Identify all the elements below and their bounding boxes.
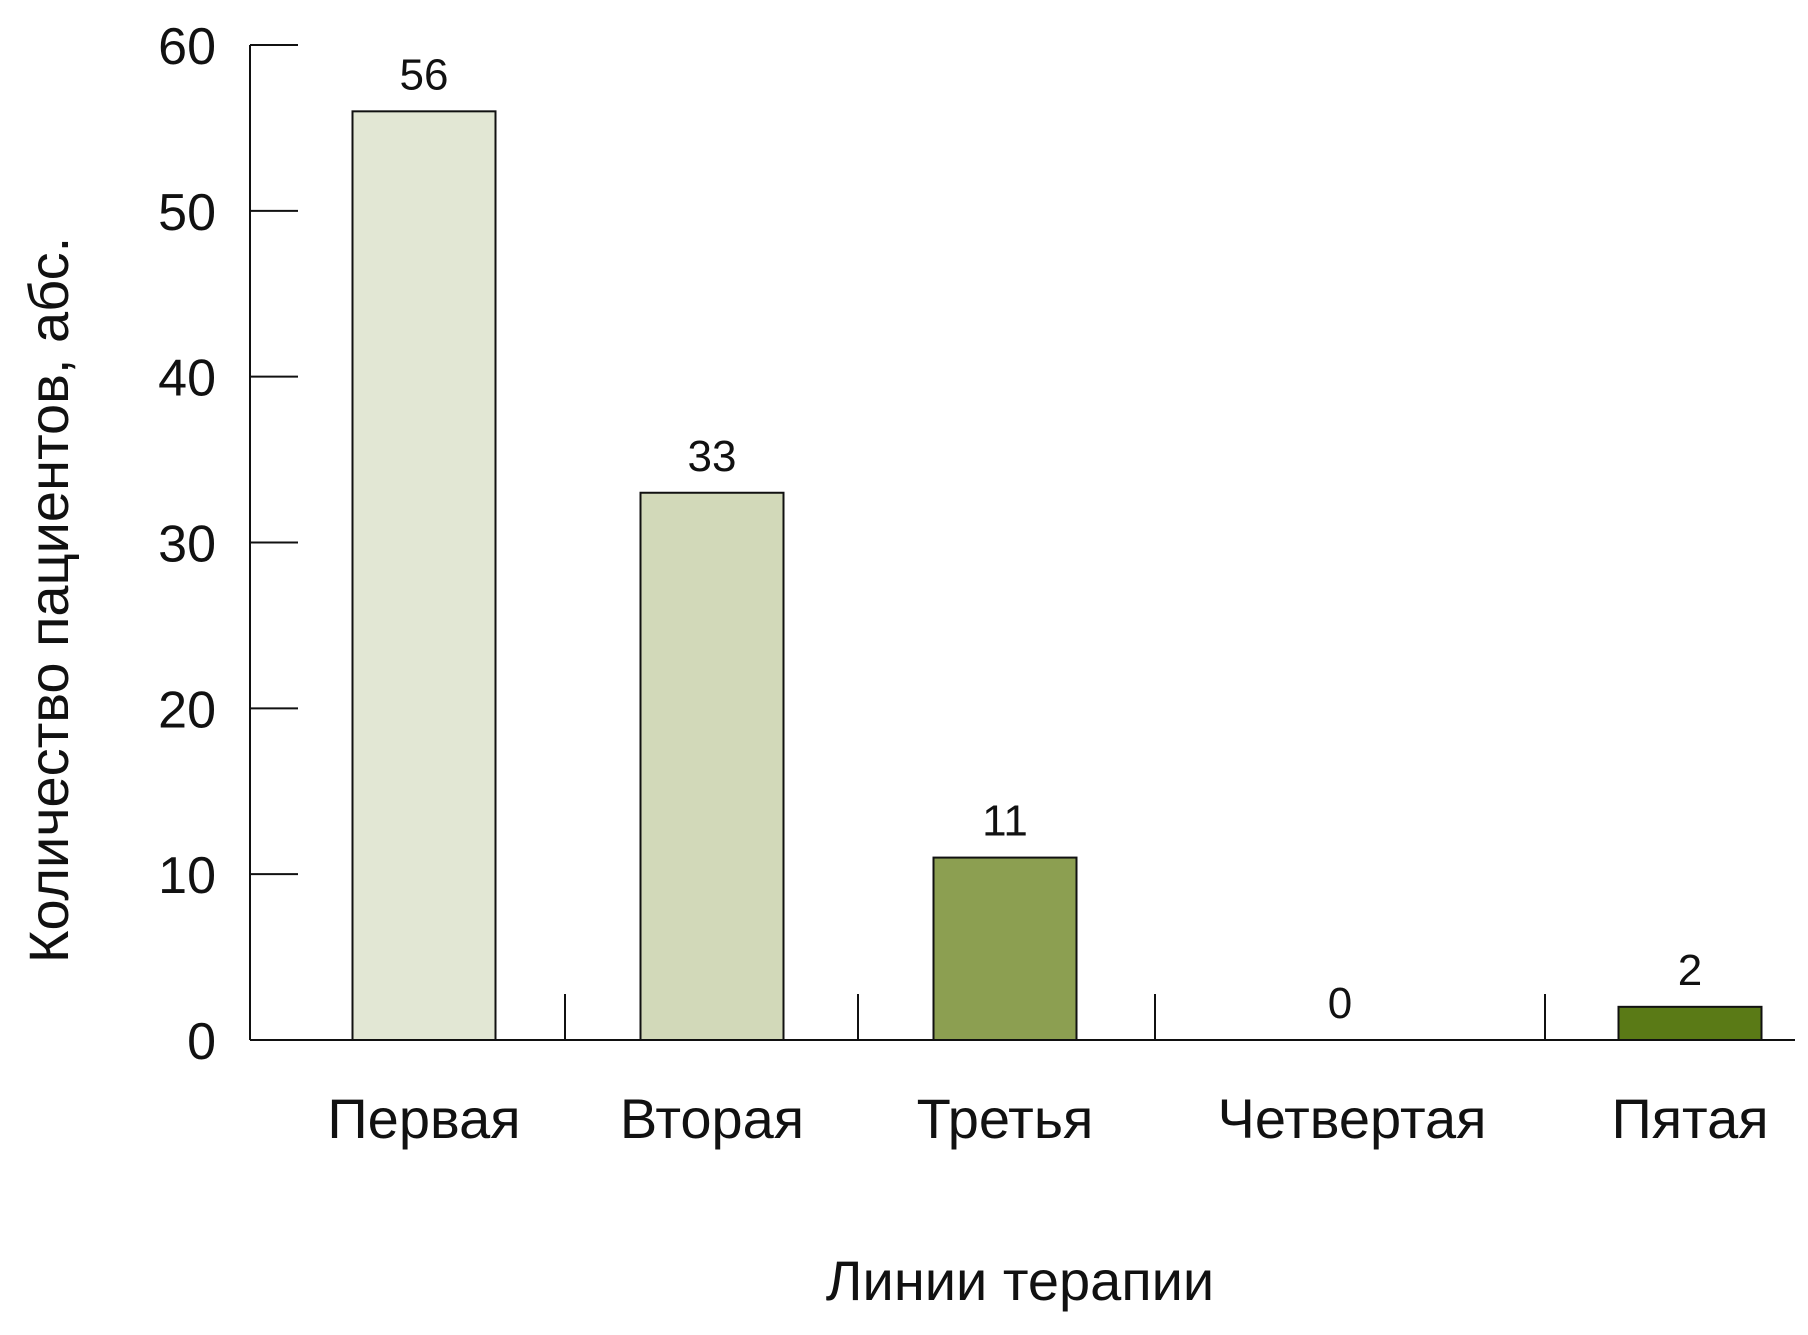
x-axis-title: Линии терапии [826, 1249, 1214, 1312]
y-ticks: 0 10 20 30 40 50 60 [158, 18, 298, 1071]
bars [351, 110, 1763, 1042]
data-labels: 56 33 11 0 2 [400, 50, 1703, 1028]
y-axis-title: Количество пациентов, абс. [17, 237, 80, 963]
bar [1617, 1005, 1763, 1041]
y-tick-label: 60 [158, 18, 216, 76]
data-label: 56 [400, 50, 449, 99]
y-tick-label: 50 [158, 184, 216, 242]
data-label: 33 [688, 432, 737, 481]
y-tick-label: 40 [158, 350, 216, 408]
y-tick-label: 0 [187, 1013, 216, 1071]
data-label: 11 [982, 797, 1028, 846]
category-label: Четвертая [1218, 1087, 1487, 1150]
category-label: Вторая [620, 1087, 804, 1150]
y-tick-label: 20 [158, 681, 216, 739]
bar [932, 856, 1078, 1041]
category-label: Пятая [1611, 1087, 1768, 1150]
category-labels: Первая Вторая Третья Четвертая Пятая [327, 1087, 1768, 1150]
bar [639, 491, 785, 1041]
y-tick-label: 30 [158, 516, 216, 574]
x-category-dividers [564, 994, 1546, 1040]
y-tick-label: 10 [158, 847, 216, 905]
bar [351, 110, 497, 1042]
data-label: 2 [1678, 946, 1702, 995]
category-label: Первая [327, 1087, 520, 1150]
category-label: Третья [917, 1087, 1094, 1150]
data-label: 0 [1328, 979, 1352, 1028]
